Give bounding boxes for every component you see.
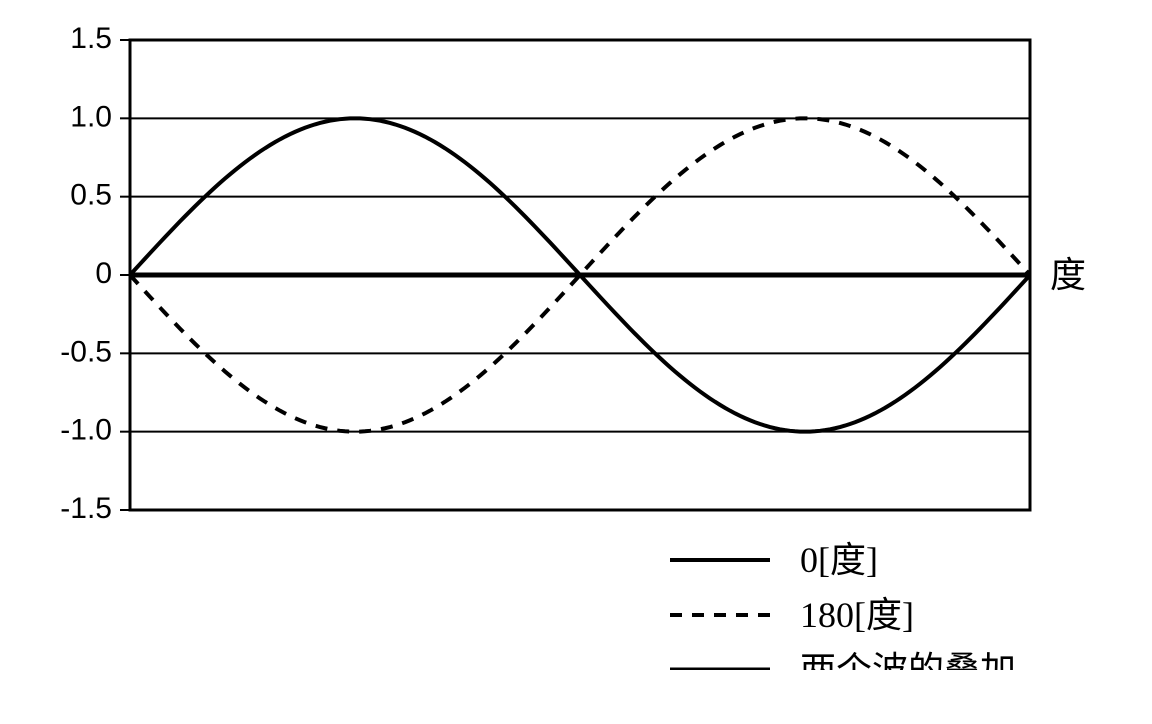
wave-interference-chart: -1.5 -1.0 -0.5 0 0.5 1.0 1.5 度 0[度] 180[度] 两个波的叠加 [20, 20, 1120, 670]
ytick-label: -1.0 [60, 414, 112, 447]
legend-label-0deg: 0[度] [800, 540, 878, 580]
legend-label-sum: 两个波的叠加 [800, 650, 1016, 670]
ytick-label: 1.5 [70, 22, 112, 55]
chart-svg: -1.5 -1.0 -0.5 0 0.5 1.0 1.5 度 0[度] 180[度] 两个波的叠加 [20, 20, 1120, 670]
ytick-label: -1.5 [60, 492, 112, 525]
ytick-label: 0 [95, 257, 112, 290]
ytick-label: 0.5 [70, 179, 112, 212]
xaxis-label: 度 [1050, 255, 1086, 295]
ytick-label: -0.5 [60, 335, 112, 368]
legend-label-180deg: 180[度] [800, 595, 914, 635]
ytick-label: 1.0 [70, 100, 112, 133]
